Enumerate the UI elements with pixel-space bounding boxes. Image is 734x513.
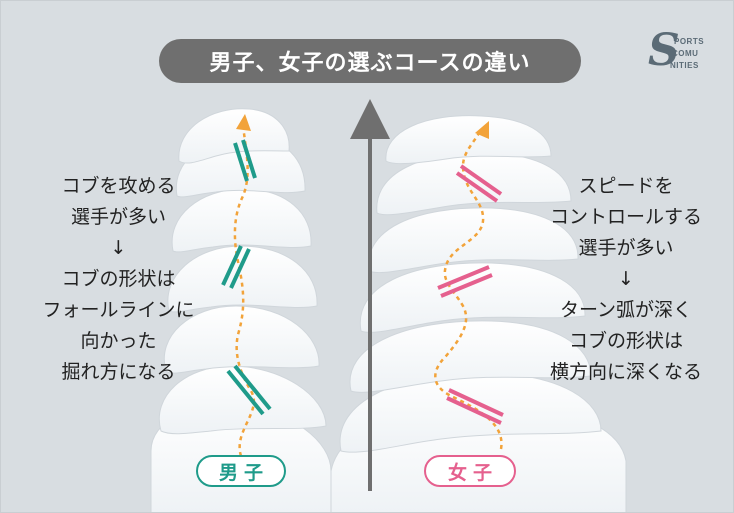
description-arrow: ↓ — [618, 268, 634, 290]
girls-path-arrowhead — [475, 121, 489, 139]
girls-description: スピードを コントロールする 選手が多い ↓ ターン弧が深く コブの形状は 横方… — [536, 171, 716, 388]
girls-marker — [446, 388, 504, 425]
description-line: スピードを — [578, 175, 674, 197]
diagram-title: 男子、女子の選ぶコースの違い — [159, 39, 581, 83]
description-line: コントロールする — [549, 206, 702, 228]
girls-marker — [455, 164, 503, 203]
boys-description: コブを攻める 選手が多い ↓ コブの形状は フォールラインに 向かった 掘れ方に… — [31, 171, 206, 388]
boys-marker — [226, 364, 272, 416]
girls-marker — [437, 265, 493, 298]
boys-path-arrowhead — [236, 114, 251, 131]
logo-line: PORTS — [674, 37, 705, 46]
mogul-bump — [349, 320, 592, 393]
description-line: コブの形状は — [568, 330, 683, 352]
description-line: ターン弧が深く — [559, 299, 693, 321]
mogul-bump — [167, 245, 318, 313]
girls-badge: 女子 — [424, 455, 516, 487]
mogul-bump — [368, 207, 579, 274]
boys-marker — [221, 245, 251, 289]
description-line: 横方向に深くなる — [549, 361, 702, 383]
sports-communities-logo: S PORTS COMU NITIES — [646, 25, 718, 81]
description-line: コブの形状は — [61, 268, 176, 290]
description-line: 向かった — [80, 330, 157, 352]
description-line: 掘れ方になる — [61, 361, 176, 383]
mogul-bump — [385, 115, 552, 165]
mogul-bump — [163, 305, 320, 374]
description-line: コブを攻める — [61, 175, 176, 197]
mogul-bump — [171, 188, 312, 253]
description-line: 選手が多い — [70, 206, 166, 228]
logo-initial: S — [648, 25, 680, 76]
description-line: 選手が多い — [578, 237, 674, 259]
description-arrow: ↓ — [110, 237, 127, 259]
mogul-bump — [178, 108, 290, 164]
logo-line: COMU — [672, 49, 699, 58]
boys-marker — [233, 139, 257, 182]
boys-badge: 男子 — [196, 455, 286, 487]
mogul-bump — [158, 365, 327, 435]
girls-mogul-slope — [330, 115, 627, 512]
description-line: フォールラインに — [42, 299, 195, 321]
mogul-bump — [359, 262, 586, 333]
logo-line: NITIES — [670, 61, 699, 70]
